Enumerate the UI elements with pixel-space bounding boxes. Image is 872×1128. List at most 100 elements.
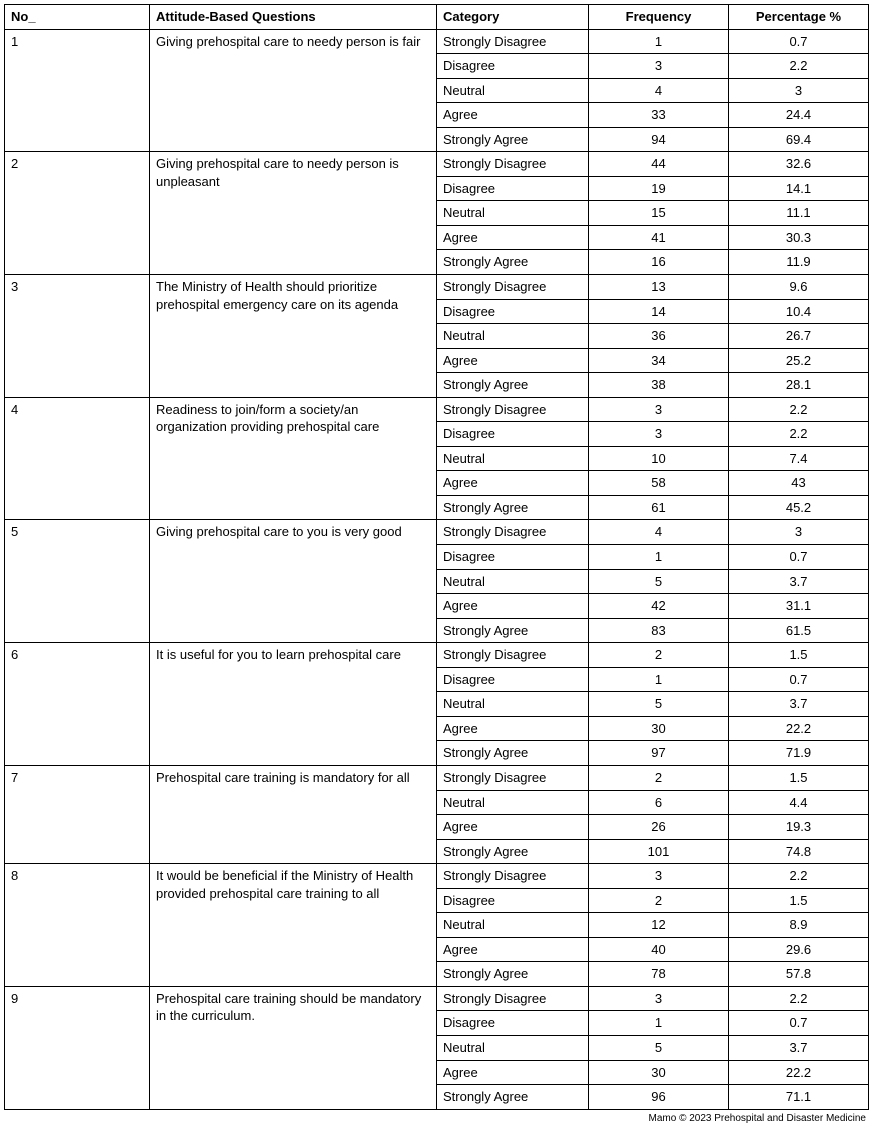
cell-category: Strongly Disagree [437, 643, 589, 668]
cell-no: 3 [5, 275, 150, 398]
table-body: 1Giving prehospital care to needy person… [5, 29, 869, 1109]
cell-frequency: 30 [589, 716, 729, 741]
cell-frequency: 30 [589, 1060, 729, 1085]
cell-percentage: 2.2 [729, 422, 869, 447]
cell-frequency: 36 [589, 324, 729, 349]
cell-frequency: 38 [589, 373, 729, 398]
cell-frequency: 58 [589, 471, 729, 496]
cell-category: Agree [437, 1060, 589, 1085]
cell-percentage: 30.3 [729, 225, 869, 250]
cell-no: 9 [5, 986, 150, 1109]
cell-frequency: 3 [589, 864, 729, 889]
cell-percentage: 4.4 [729, 790, 869, 815]
cell-frequency: 61 [589, 495, 729, 520]
cell-category: Agree [437, 815, 589, 840]
cell-percentage: 71.9 [729, 741, 869, 766]
cell-question: Giving prehospital care to you is very g… [150, 520, 437, 643]
cell-percentage: 3.7 [729, 569, 869, 594]
cell-question: Prehospital care training is mandatory f… [150, 765, 437, 863]
cell-category: Neutral [437, 913, 589, 938]
cell-no: 4 [5, 397, 150, 520]
cell-question: It would be beneficial if the Ministry o… [150, 864, 437, 987]
cell-frequency: 2 [589, 643, 729, 668]
cell-frequency: 78 [589, 962, 729, 987]
cell-percentage: 8.9 [729, 913, 869, 938]
cell-category: Agree [437, 348, 589, 373]
cell-percentage: 26.7 [729, 324, 869, 349]
cell-frequency: 44 [589, 152, 729, 177]
cell-frequency: 94 [589, 127, 729, 152]
cell-question: Giving prehospital care to needy person … [150, 29, 437, 152]
table-row: 3The Ministry of Health should prioritiz… [5, 275, 869, 300]
cell-frequency: 101 [589, 839, 729, 864]
cell-percentage: 57.8 [729, 962, 869, 987]
header-frequency: Frequency [589, 5, 729, 30]
cell-percentage: 3 [729, 78, 869, 103]
table-footer: Mamo © 2023 Prehospital and Disaster Med… [4, 1110, 868, 1124]
cell-frequency: 14 [589, 299, 729, 324]
cell-no: 6 [5, 643, 150, 766]
cell-frequency: 3 [589, 397, 729, 422]
cell-category: Strongly Disagree [437, 765, 589, 790]
cell-category: Strongly Agree [437, 1085, 589, 1110]
cell-percentage: 2.2 [729, 54, 869, 79]
cell-question: Giving prehospital care to needy person … [150, 152, 437, 275]
cell-question: Readiness to join/form a society/an orga… [150, 397, 437, 520]
cell-frequency: 34 [589, 348, 729, 373]
cell-frequency: 19 [589, 176, 729, 201]
cell-category: Neutral [437, 78, 589, 103]
cell-category: Strongly Agree [437, 127, 589, 152]
cell-frequency: 13 [589, 275, 729, 300]
cell-frequency: 3 [589, 54, 729, 79]
cell-frequency: 3 [589, 986, 729, 1011]
cell-category: Strongly Disagree [437, 986, 589, 1011]
cell-frequency: 1 [589, 545, 729, 570]
cell-percentage: 19.3 [729, 815, 869, 840]
cell-frequency: 26 [589, 815, 729, 840]
cell-percentage: 11.9 [729, 250, 869, 275]
cell-category: Agree [437, 716, 589, 741]
cell-category: Strongly Agree [437, 495, 589, 520]
cell-category: Strongly Agree [437, 962, 589, 987]
cell-no: 2 [5, 152, 150, 275]
table-row: 4Readiness to join/form a society/an org… [5, 397, 869, 422]
cell-category: Neutral [437, 569, 589, 594]
cell-percentage: 2.2 [729, 986, 869, 1011]
cell-frequency: 42 [589, 594, 729, 619]
cell-category: Agree [437, 103, 589, 128]
cell-percentage: 3 [729, 520, 869, 545]
table-row: 1Giving prehospital care to needy person… [5, 29, 869, 54]
header-no: No_ [5, 5, 150, 30]
cell-frequency: 2 [589, 765, 729, 790]
header-percentage: Percentage % [729, 5, 869, 30]
cell-category: Strongly Agree [437, 618, 589, 643]
cell-category: Disagree [437, 888, 589, 913]
table-row: 8It would be beneficial if the Ministry … [5, 864, 869, 889]
cell-question: Prehospital care training should be mand… [150, 986, 437, 1109]
cell-frequency: 6 [589, 790, 729, 815]
header-question: Attitude-Based Questions [150, 5, 437, 30]
cell-no: 1 [5, 29, 150, 152]
cell-category: Disagree [437, 1011, 589, 1036]
cell-frequency: 16 [589, 250, 729, 275]
table-row: 9Prehospital care training should be man… [5, 986, 869, 1011]
cell-question: The Ministry of Health should prioritize… [150, 275, 437, 398]
cell-category: Neutral [437, 1035, 589, 1060]
cell-percentage: 24.4 [729, 103, 869, 128]
cell-category: Agree [437, 594, 589, 619]
cell-no: 7 [5, 765, 150, 863]
cell-frequency: 5 [589, 1035, 729, 1060]
cell-percentage: 71.1 [729, 1085, 869, 1110]
cell-percentage: 2.2 [729, 864, 869, 889]
cell-category: Agree [437, 225, 589, 250]
cell-frequency: 12 [589, 913, 729, 938]
cell-frequency: 4 [589, 520, 729, 545]
cell-category: Strongly Agree [437, 839, 589, 864]
cell-frequency: 1 [589, 29, 729, 54]
cell-question: It is useful for you to learn prehospita… [150, 643, 437, 766]
cell-percentage: 7.4 [729, 446, 869, 471]
cell-frequency: 1 [589, 667, 729, 692]
cell-percentage: 0.7 [729, 545, 869, 570]
cell-category: Agree [437, 937, 589, 962]
header-category: Category [437, 5, 589, 30]
